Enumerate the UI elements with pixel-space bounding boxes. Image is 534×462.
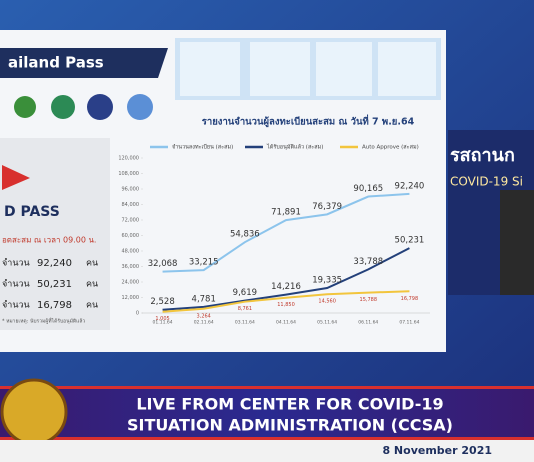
banner [0, 386, 534, 440]
data-label: 32,068 [148, 259, 178, 269]
series-line [162, 290, 410, 313]
y-tick-label: 72,000 [122, 218, 140, 224]
y-tick-label: 84,000 [122, 202, 140, 208]
data-label: 8,761 [238, 306, 252, 312]
row-value: 50,231 [37, 279, 72, 290]
y-tick-label: 108,000 [118, 171, 139, 177]
data-label: 14,216 [271, 282, 301, 292]
banner-edge [0, 386, 534, 389]
y-tick-label: 24,000 [122, 280, 140, 286]
data-label: 1,005 [155, 316, 169, 322]
row-unit: คน [86, 259, 98, 269]
logo [14, 96, 36, 118]
data-label: 16,798 [401, 296, 419, 302]
pass-logo [2, 165, 30, 190]
data-label: 15,788 [360, 297, 378, 303]
row-label: จำนวน [2, 300, 30, 311]
banner-line2: SITUATION ADMINISTRATION (CCSA) [127, 416, 453, 435]
logo [87, 94, 113, 120]
x-tick-label: 04.11.64 [276, 320, 296, 326]
y-tick-label: 120,000 [118, 156, 139, 162]
logo [127, 94, 153, 120]
series-line [162, 192, 410, 273]
y-tick-label: 96,000 [122, 187, 140, 193]
y-tick-label: 12,000 [122, 295, 140, 301]
data-label: 71,891 [271, 208, 301, 218]
data-label: 11,850 [277, 302, 295, 308]
illustration-panel [180, 42, 240, 96]
row-label: จำนวน [2, 279, 30, 290]
row-unit: คน [86, 280, 98, 290]
y-tick-label: 0 [136, 311, 139, 317]
side-line1: รสถานก [450, 145, 515, 166]
legend-label: จำนวนลงทะเบียน (สะสม) [172, 144, 233, 151]
banner-date: 8 November 2021 [382, 444, 492, 457]
data-label: 76,379 [312, 202, 342, 212]
data-label: 33,788 [353, 257, 383, 267]
left-subtitle: อดสะสม ณ เวลา 09.00 น. [2, 236, 96, 245]
x-tick-label: 07.11.64 [399, 320, 419, 326]
x-tick-label: 03.11.64 [235, 320, 255, 326]
data-label: 54,836 [230, 230, 260, 240]
chart-title: รายงานจำนวนผู้ลงทะเบียนสะสม ณ วันที่ 7 พ… [202, 114, 415, 129]
banner-line1: LIVE FROM CENTER FOR COVID-19 [136, 395, 443, 414]
header-title: ailand Pass [8, 54, 104, 72]
legend-label: ได้รับอนุมัติแล้ว (สะสม) [266, 144, 323, 151]
x-tick-label: 05.11.64 [317, 320, 337, 326]
series-line [162, 247, 410, 311]
date-bar [0, 440, 534, 462]
data-label: 3,264 [197, 313, 211, 319]
data-label: 14,560 [318, 299, 336, 305]
illustration-panel [316, 42, 372, 96]
left-panel [0, 138, 110, 330]
data-label: 92,240 [395, 181, 425, 191]
y-tick-label: 48,000 [122, 249, 140, 255]
illustration-panel [250, 42, 310, 96]
data-label: 4,781 [192, 294, 216, 304]
speaker [500, 190, 534, 295]
data-label: 19,335 [312, 276, 342, 286]
logo [51, 95, 75, 119]
row-unit: คน [86, 301, 98, 311]
x-tick-label: 06.11.64 [358, 320, 378, 326]
data-label: 2,528 [150, 297, 174, 307]
data-label: 50,231 [395, 236, 425, 246]
y-tick-label: 60,000 [122, 233, 140, 239]
left-logo-text: D PASS [4, 204, 60, 220]
row-label: จำนวน [2, 258, 30, 269]
data-label: 9,619 [233, 288, 257, 298]
side-line2: COVID-19 Si [450, 175, 523, 189]
x-tick-label: 02.11.64 [194, 320, 214, 326]
banner-edge [0, 437, 534, 440]
legend-label: Auto Approve (สะสม) [362, 144, 419, 151]
x-tick-label: 01.11.64 [153, 320, 173, 326]
emblem [0, 378, 68, 446]
row-value: 16,798 [37, 300, 72, 311]
left-note: * หมายเหตุ: นับรวมผู้ที่ได้รับอนุมัติแล้… [2, 318, 85, 325]
illustration-panel [378, 42, 436, 96]
row-value: 92,240 [37, 258, 72, 269]
header-band [0, 48, 168, 78]
y-tick-label: 36,000 [122, 264, 140, 270]
data-label: 90,165 [353, 184, 383, 194]
data-label: 33,215 [189, 258, 219, 268]
